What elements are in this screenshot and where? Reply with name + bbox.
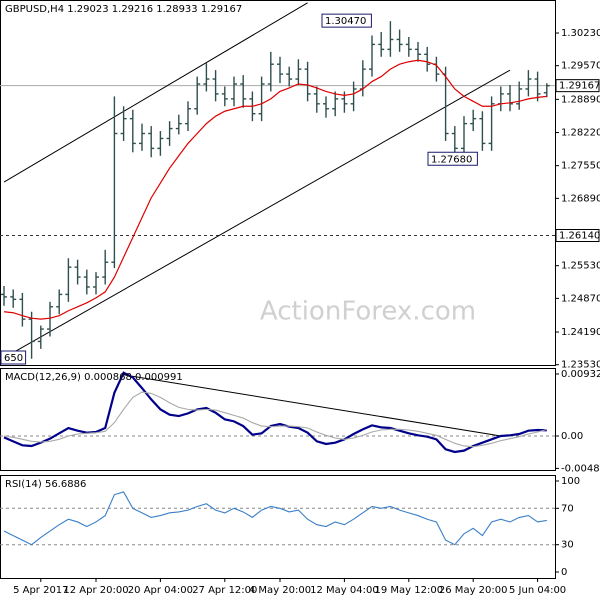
y-tick-label: 1.25530 (561, 261, 600, 272)
panel-frame (0, 0, 556, 366)
y-tick-label: 30 (561, 540, 574, 551)
panel-title: MACD(12,26,9) 0.000868 0.000991 (5, 372, 183, 383)
x-tick-label: 4 May 20:00 (249, 585, 311, 596)
y-tick-label: 1.24870 (561, 293, 600, 304)
y-tick-label: -0.004866 (561, 463, 600, 474)
channel-line (3, 69, 511, 359)
y-tick-label: 1.27550 (561, 161, 600, 172)
panel-title: RSI(14) 56.6886 (5, 479, 86, 490)
annotation-label: 1.27680 (431, 154, 472, 165)
level-label: 1.26140 (559, 230, 600, 241)
panel-title: GBPUSD,H4 1.29023 1.29216 1.28933 1.2916… (5, 4, 242, 15)
x-tick-label: 27 Apr 12:00 (192, 585, 257, 596)
series-line (3, 371, 547, 454)
y-tick-label: 1.28890 (561, 94, 600, 105)
annotation-label: 1.30470 (325, 16, 366, 27)
x-tick-label: 12 May 04:00 (310, 585, 379, 596)
x-tick-label: 12 Apr 20:00 (63, 585, 128, 596)
annotation-box (427, 151, 478, 166)
annotation-label: 650 (4, 353, 23, 364)
x-tick-label: 26 May 20:00 (439, 585, 508, 596)
trend-line (123, 374, 501, 437)
y-tick-label: 1.28220 (561, 128, 600, 139)
price-box (555, 79, 600, 93)
level-box (555, 228, 600, 242)
channel-line (3, 2, 308, 183)
series-line (3, 391, 547, 448)
x-tick-label: 5 Apr 2017 (13, 585, 68, 596)
x-tick-label: 20 Apr 04:00 (128, 585, 193, 596)
y-tick-label: 1.23530 (561, 360, 600, 371)
y-tick-label: 1.26890 (561, 193, 600, 204)
series-line (3, 491, 547, 546)
y-tick-label: 1.24190 (561, 327, 600, 338)
y-tick-label: 0 (561, 567, 567, 578)
x-tick-label: 19 May 12:00 (375, 585, 444, 596)
x-tick-label: 5 Jun 04:00 (509, 585, 566, 596)
y-tick-label: 0.00 (561, 431, 583, 442)
watermark: ActionForex.com (260, 297, 476, 327)
price-label: 1.29167 (559, 81, 600, 92)
y-tick-label: 1.30230 (561, 28, 600, 39)
y-tick-label: 100 (561, 476, 580, 487)
panel-frame (0, 475, 556, 579)
annotation-box (0, 350, 27, 365)
annotation-box (321, 13, 372, 28)
y-tick-label: 0.009321 (561, 369, 600, 380)
y-tick-label: 70 (561, 503, 574, 514)
moving-average (3, 59, 547, 320)
y-tick-label: 1.29570 (561, 61, 600, 72)
panel-frame (0, 368, 556, 471)
